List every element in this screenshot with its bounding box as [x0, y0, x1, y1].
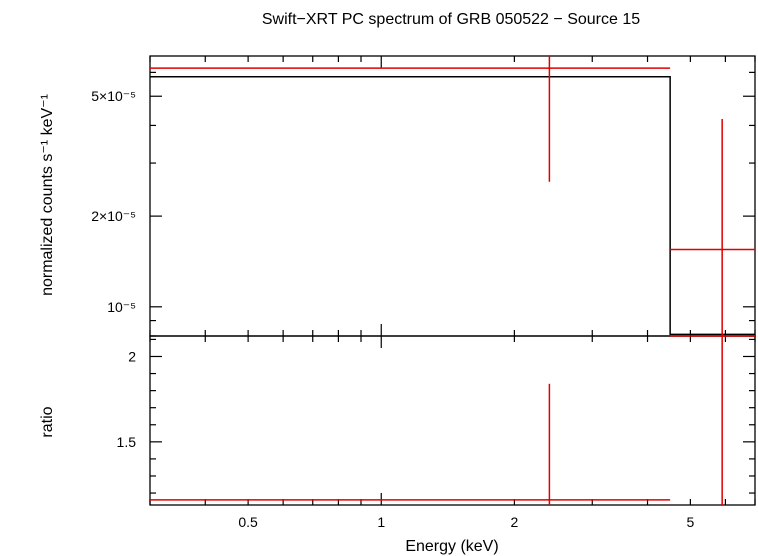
ratio-y-tick-labels: 1.52: [117, 348, 137, 449]
ratio-panel-frame: [149, 335, 756, 506]
x-tick-label: 2: [510, 514, 518, 530]
x-tick-label: 5: [686, 514, 694, 530]
spectrum-panel-ticks: [149, 56, 756, 337]
x-tick-label: 1: [377, 514, 385, 530]
spectrum-y-tick-label: 2×10⁻⁵: [91, 208, 136, 224]
ratio-panel-ticks: [149, 336, 756, 505]
ratio-marks: [150, 335, 755, 505]
spectrum-marks: [150, 56, 755, 336]
y-axis-label-ratio: ratio: [39, 406, 56, 437]
ratio-y-tick-label: 2: [128, 348, 136, 364]
model-step-line: [150, 76, 755, 336]
ratio-panel: 1.52: [117, 335, 756, 506]
spectrum-y-tick-label: 10⁻⁵: [107, 299, 136, 315]
spectrum-panel-frame: [149, 55, 756, 337]
chart-title: Swift−XRT PC spectrum of GRB 050522 − So…: [262, 11, 640, 28]
spectrum-y-tick-label: 5×10⁻⁵: [91, 88, 136, 104]
spectrum-y-tick-labels: 10⁻⁵ 2×10⁻⁵ 5×10⁻⁵: [91, 88, 136, 315]
ratio-y-tick-label: 1.5: [117, 434, 137, 450]
x-tick-labels: 0.5 1 2 5: [238, 514, 694, 530]
x-axis-label: Energy (keV): [405, 538, 498, 555]
x-tick-label: 0.5: [238, 514, 258, 530]
y-axis-label-spectrum: normalized counts s⁻¹ keV⁻¹: [39, 94, 56, 296]
spectrum-panel: 10⁻⁵ 2×10⁻⁵ 5×10⁻⁵: [91, 55, 756, 337]
